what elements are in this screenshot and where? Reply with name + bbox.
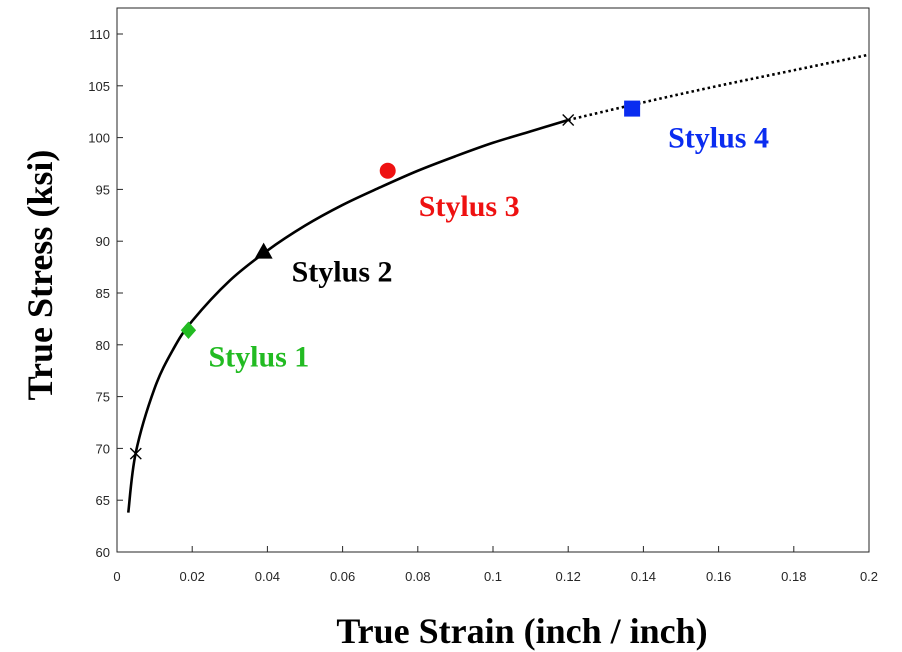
x-tick-label: 0.02 bbox=[180, 569, 205, 584]
endpoint-marker bbox=[129, 447, 142, 460]
x-tick-label: 0.18 bbox=[781, 569, 806, 584]
y-tick-label: 70 bbox=[96, 441, 110, 456]
stylus-3-marker bbox=[379, 162, 396, 179]
annotation-layer: Stylus 1 Stylus 2 Stylus 3 Stylus 4 bbox=[208, 122, 769, 374]
marker-layer bbox=[129, 100, 641, 460]
y-tick-label: 95 bbox=[96, 182, 110, 197]
stylus-2-marker bbox=[254, 242, 273, 259]
y-tick-label: 100 bbox=[88, 131, 110, 146]
x-tick-label: 0.2 bbox=[860, 569, 878, 584]
x-tick-label: 0.12 bbox=[556, 569, 581, 584]
y-axis-title: True Stress (ksi) bbox=[20, 150, 60, 401]
x-tick-label: 0 bbox=[113, 569, 120, 584]
x-tick-label: 0.14 bbox=[631, 569, 656, 584]
y-tick-label: 105 bbox=[88, 79, 110, 94]
stylus-1-marker bbox=[180, 321, 197, 340]
stylus-4-label: Stylus 4 bbox=[668, 122, 769, 155]
plot-area bbox=[116, 7, 870, 553]
x-axis: 0 0.02 0.04 0.06 0.08 0.1 0.12 0.14 0.16 0.18 0.2 bbox=[113, 546, 878, 584]
y-tick-label: 110 bbox=[89, 27, 110, 42]
x-tick-label: 0.06 bbox=[330, 569, 355, 584]
extrapolated-curve bbox=[567, 53, 870, 122]
endpoint-stroke bbox=[562, 113, 575, 126]
stress-strain-curve bbox=[126, 118, 569, 513]
y-axis: 60 65 70 75 80 85 90 95 100 105 110 bbox=[88, 27, 123, 560]
x-tick-label: 0.04 bbox=[255, 569, 280, 584]
x-tick-label: 0.08 bbox=[405, 569, 430, 584]
stylus-4-marker bbox=[624, 100, 641, 117]
y-tick-label: 60 bbox=[96, 545, 110, 560]
x-axis-title: True Strain (inch / inch) bbox=[336, 611, 707, 651]
y-tick-label: 85 bbox=[96, 286, 110, 301]
stylus-1-label: Stylus 1 bbox=[208, 340, 309, 373]
x-tick-label: 0.16 bbox=[706, 569, 731, 584]
endpoint-stroke bbox=[129, 447, 142, 460]
y-tick-label: 65 bbox=[96, 493, 110, 508]
curve-layer bbox=[126, 53, 870, 513]
endpoint-marker bbox=[562, 113, 575, 126]
stylus-2-label: Stylus 2 bbox=[292, 256, 393, 289]
y-tick-label: 90 bbox=[96, 234, 110, 249]
y-tick-label: 75 bbox=[96, 390, 110, 405]
y-tick-label: 80 bbox=[96, 338, 110, 353]
x-tick-label: 0.1 bbox=[484, 569, 502, 584]
stylus-3-label: Stylus 3 bbox=[419, 190, 520, 223]
